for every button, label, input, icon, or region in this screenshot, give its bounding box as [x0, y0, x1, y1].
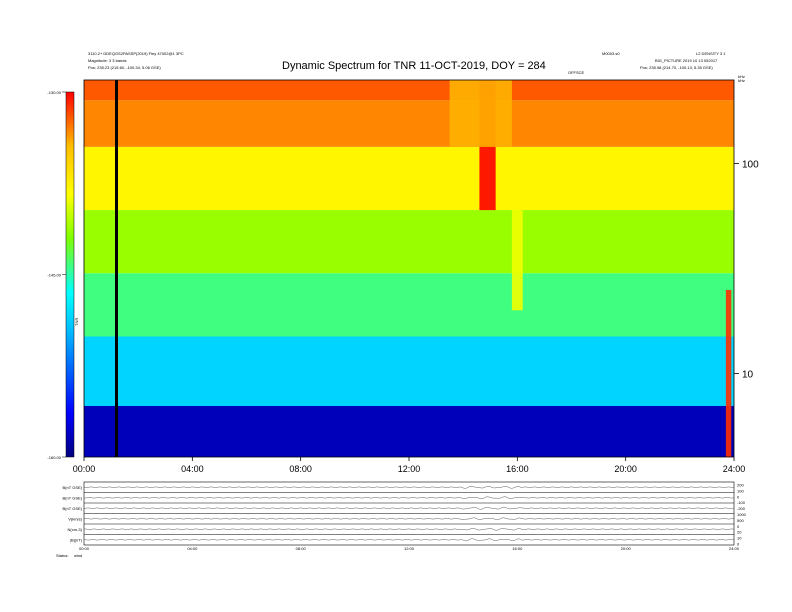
lower-x-tick-label: 12:00: [404, 546, 415, 551]
x-tick-label: 12:00: [398, 464, 421, 474]
lower-row-label: B(nT GSE): [63, 485, 83, 490]
colorbar-ticks: -130.00 -145.00 -160.00: [47, 90, 66, 460]
header-info-right2: L2 DENSITY 3 1: [696, 51, 726, 56]
lower-row-label: B(nT GSE): [63, 495, 83, 500]
frequency-band: [84, 210, 734, 274]
radio-burst-event: [511, 210, 523, 311]
spectrum-bands: [84, 80, 734, 457]
frequency-band: [84, 336, 734, 406]
header-info-line1: 3110.2+ DDEQGS2PASSP(2019) Fley 47002@1 …: [88, 51, 184, 56]
status-value: wind: [74, 553, 83, 558]
event-marker-label: OFFSCE: [568, 70, 585, 75]
lower-row-label: B(nT GSE): [63, 506, 83, 511]
lower-right-tick-label: 100: [737, 488, 744, 493]
radio-burst-event: [725, 289, 732, 457]
header-info-right3: BIG_PICTURE 2019 10 13 052017: [655, 58, 718, 63]
header-info-right1: M0003.s0: [602, 51, 620, 56]
lower-x-tick-label: 24:00: [729, 546, 740, 551]
lower-row-label: V(km/s): [68, 516, 82, 521]
lower-row-trace: [83, 506, 735, 510]
header-position-left: Pos: 235.23 (215.60, -100.34, 5.06 GSE): [88, 65, 161, 70]
x-tick-label: 24:00: [723, 464, 746, 474]
y-axis-label: kHz: [738, 78, 745, 83]
lower-right-tick-label: 20: [737, 530, 742, 535]
x-tick-label: 20:00: [614, 464, 637, 474]
lower-right-tick-label: 500: [737, 518, 744, 523]
colorbar: [65, 91, 75, 458]
lower-row-trace: [83, 496, 735, 500]
lower-row-trace: [83, 538, 735, 541]
lower-right-tick-label: -200: [737, 506, 746, 511]
lower-x-tick-label: 16:00: [512, 546, 523, 551]
header-info-line2: Magnitude: 3 3 bands: [88, 58, 127, 63]
frequency-band: [84, 100, 734, 147]
y-tick-label: 100: [742, 160, 759, 171]
unit-label-top: kHz: [738, 74, 745, 79]
colorbar-label: TNR: [74, 318, 79, 326]
lower-right-tick-label: 1000: [737, 512, 747, 517]
lower-row-trace: [83, 485, 735, 489]
colorbar-tick-label: -160.00: [47, 455, 61, 460]
frequency-band: [84, 273, 734, 337]
lower-row-label: N(cm-3): [68, 527, 83, 532]
lower-row-label: |B|(nT): [70, 537, 83, 542]
colorbar-tick-label: -145.00: [47, 273, 61, 278]
lower-right-tick-label: -100: [737, 500, 746, 505]
lower-x-tick-label: 20:00: [621, 546, 632, 551]
lower-row-trace: [83, 517, 735, 521]
lower-panel: B(nT GSE) B(nT GSE) B(nT GSE) V(km/s) N(cm-3…: [63, 481, 747, 551]
colorbar-tick-label: -130.00: [47, 90, 61, 95]
header-position-right: Pos: 235.98 (214.70, -100.13, 5.35 GSE): [640, 65, 713, 70]
frequency-band: [84, 405, 734, 457]
lower-right-tick-label: 0: [737, 542, 740, 547]
x-tick-label: 00:00: [73, 464, 96, 474]
lower-row-trace: [83, 527, 735, 531]
frequency-band: [84, 146, 734, 211]
lower-right-tick-label: 0: [737, 494, 740, 499]
radio-burst-event: [449, 80, 512, 147]
x-tick-label: 16:00: [506, 464, 529, 474]
time-marker-line: [115, 80, 118, 457]
y-tick-label: 10: [742, 369, 754, 380]
x-tick-label: 08:00: [289, 464, 312, 474]
lower-right-tick-label: 0: [737, 524, 740, 529]
lower-right-tick-label: 200: [737, 483, 744, 488]
lower-x-tick-label: 00:00: [79, 546, 90, 551]
x-tick-label: 04:00: [181, 464, 204, 474]
x-axis-ticks: 00:00 04:00 08:00 12:00 16:00 20:00 24:00: [73, 457, 746, 474]
chart-title: Dynamic Spectrum for TNR 11-OCT-2019, DO…: [282, 60, 546, 72]
lower-x-tick-label: 08:00: [296, 546, 307, 551]
lower-x-tick-label: 04:00: [187, 546, 198, 551]
lower-right-tick-label: 10: [737, 536, 742, 541]
spectrum-events: [449, 80, 732, 457]
frequency-band: [84, 80, 734, 101]
status-label: Status:: [56, 553, 69, 558]
y-axis-ticks: 100 10 kHz: [734, 78, 759, 380]
